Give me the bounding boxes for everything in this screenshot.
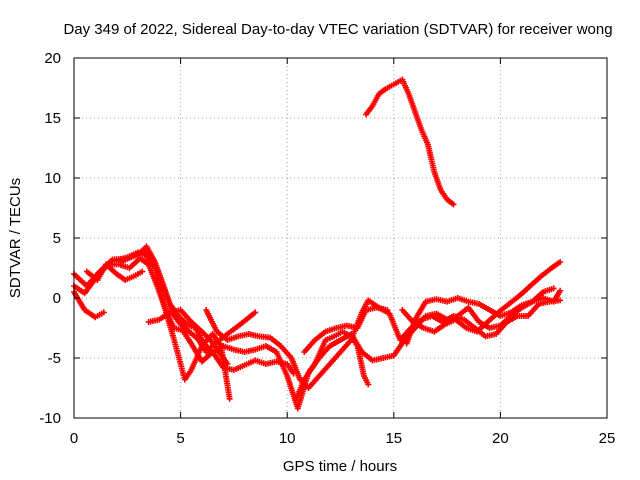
data-point (365, 381, 372, 388)
data-markers (71, 76, 564, 412)
data-point (450, 201, 457, 208)
data-point (557, 259, 564, 265)
series-track-9 (292, 328, 372, 403)
x-axis-ticks: 0 5 10 15 20 25 (70, 58, 616, 447)
chart-title: Day 349 of 2022, Sidereal Day-to-day VTE… (63, 21, 612, 38)
data-point (139, 268, 146, 275)
data-point (557, 287, 564, 294)
y-tick-label: -10 (39, 410, 61, 427)
y-tick-label: 0 (53, 290, 61, 307)
x-tick-label: 0 (70, 430, 78, 447)
x-axis-label: GPS time / hours (283, 458, 397, 475)
x-tick-label: 5 (176, 430, 184, 447)
x-tick-label: 20 (492, 430, 509, 447)
x-tick-label: 10 (279, 430, 296, 447)
data-point (224, 361, 231, 367)
series-track-6 (83, 261, 146, 283)
y-tick-label: -5 (48, 350, 61, 367)
series-track-13 (363, 76, 457, 208)
series-track-10 (301, 304, 391, 355)
x-tick-label: 15 (385, 430, 402, 447)
y-axis-label: SDTVAR / TECUs (7, 178, 24, 298)
data-point (226, 395, 233, 402)
plot-frame (73, 57, 608, 419)
x-tick-label: 25 (599, 430, 616, 447)
y-tick-label: 5 (53, 230, 61, 247)
series-track-12 (399, 259, 564, 335)
y-tick-label: 15 (44, 110, 61, 127)
data-point (557, 297, 564, 304)
data-point (550, 285, 557, 292)
y-tick-label: 20 (44, 50, 61, 67)
grid (74, 58, 607, 418)
y-axis-ticks: -10 -5 0 5 10 15 20 (39, 50, 607, 427)
series-track-7 (145, 307, 231, 367)
series-track-4 (71, 289, 107, 321)
data-point (100, 309, 107, 316)
data-point (384, 307, 391, 313)
data-point (252, 309, 259, 316)
y-tick-label: 10 (44, 170, 61, 187)
